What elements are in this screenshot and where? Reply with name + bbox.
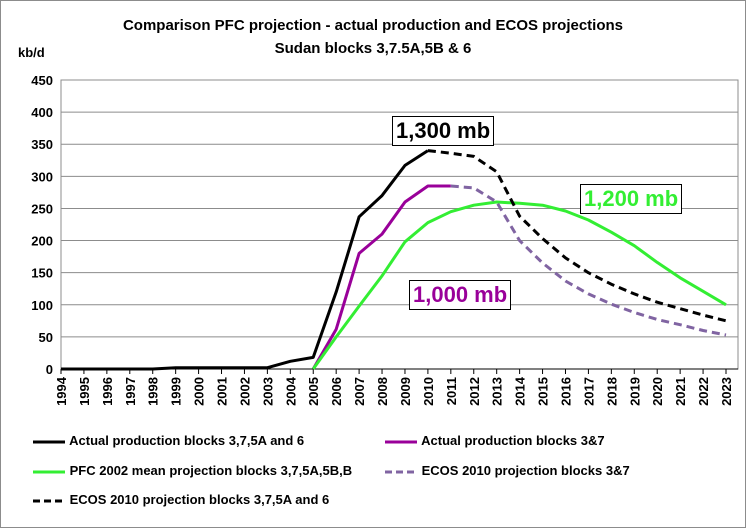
y-tick-label: 300 (31, 169, 53, 184)
x-tick-label: 2022 (696, 377, 711, 406)
x-tick-label: 2004 (283, 376, 298, 406)
x-tick-label: 2003 (260, 377, 275, 406)
x-tick-label: 2020 (650, 377, 665, 406)
legend-item-ecos-3-7-5a-6: ECOS 2010 projection blocks 3,7,5A and 6 (32, 492, 329, 508)
y-tick-label: 100 (31, 298, 53, 313)
chart-title: Comparison PFC projection - actual produ… (122, 17, 624, 34)
y-tick-label: 250 (31, 201, 53, 216)
x-tick-label: 2023 (719, 377, 734, 406)
x-tick-label: 1996 (100, 377, 115, 406)
y-axis-label: kb/d (18, 45, 45, 60)
x-tick-label: 2012 (467, 377, 482, 406)
y-tick-label: 150 (31, 266, 53, 281)
x-tick-label: 2005 (306, 377, 321, 406)
x-tick-label: 2014 (513, 376, 528, 406)
legend-label: ECOS 2010 projection blocks 3&7 (421, 463, 630, 478)
x-tick-label: 2007 (352, 377, 367, 406)
x-tick-label: 2002 (237, 377, 252, 406)
annotation-1300mb: 1,300 mb (392, 116, 495, 146)
x-tick-label: 2018 (604, 377, 619, 406)
y-tick-label: 350 (31, 137, 53, 152)
annotation-1200mb: 1,200 mb (580, 184, 683, 214)
legend-swatch (33, 499, 65, 503)
legend-item-ecos-3-7: ECOS 2010 projection blocks 3&7 (384, 463, 630, 479)
x-tick-label: 1995 (77, 377, 92, 406)
legend-item-pfc-2002: PFC 2002 mean projection blocks 3,7,5A,5… (32, 463, 352, 479)
legend-swatch (385, 470, 417, 474)
legend-label: Actual production blocks 3&7 (421, 433, 605, 448)
legend-item-actual-3-7: Actual production blocks 3&7 (384, 433, 605, 449)
x-tick-label: 2009 (398, 377, 413, 406)
chart-subtitle: Sudan blocks 3,7.5A,5B & 6 (274, 40, 472, 57)
x-tick-label: 2019 (627, 377, 642, 406)
x-tick-label: 2010 (421, 377, 436, 406)
x-tick-label: 1994 (54, 376, 69, 406)
x-tick-label: 2016 (558, 377, 573, 406)
y-tick-label: 50 (39, 330, 53, 345)
x-tick-label: 1997 (123, 377, 138, 406)
series-line-2 (311, 200, 727, 370)
x-tick-label: 1999 (169, 377, 184, 406)
y-tick-label: 0 (46, 362, 53, 377)
legend-swatch (385, 440, 417, 444)
x-tick-label: 2017 (581, 377, 596, 406)
legend-label: ECOS 2010 projection blocks 3,7,5A and 6 (69, 492, 330, 507)
x-tick-label: 2006 (329, 377, 344, 406)
legend-swatch (33, 470, 65, 474)
series-line-3 (450, 184, 727, 337)
legend-label: PFC 2002 mean projection blocks 3,7,5A,5… (69, 463, 353, 478)
x-tick-label: 2011 (444, 377, 459, 405)
x-tick-label: 2000 (192, 377, 207, 406)
x-tick-label: 2008 (375, 377, 390, 406)
x-tick-label: 2021 (673, 377, 688, 406)
y-tick-label: 200 (31, 234, 53, 249)
x-tick-label: 2015 (536, 377, 551, 406)
y-tick-label: 450 (31, 73, 53, 88)
x-tick-label: 2013 (490, 377, 505, 406)
legend-label: Actual production blocks 3,7,5A and 6 (69, 433, 305, 448)
series-line-1 (311, 184, 451, 370)
series-line-4 (427, 149, 727, 323)
y-tick-label: 400 (31, 105, 53, 120)
legend-swatch (33, 440, 65, 444)
x-tick-label: 2001 (215, 377, 230, 406)
x-tick-label: 1998 (146, 377, 161, 406)
annotation-1000mb: 1,000 mb (409, 280, 512, 310)
series-line-0 (61, 149, 429, 371)
legend-item-actual-3-7-5a-6: Actual production blocks 3,7,5A and 6 (32, 433, 304, 449)
